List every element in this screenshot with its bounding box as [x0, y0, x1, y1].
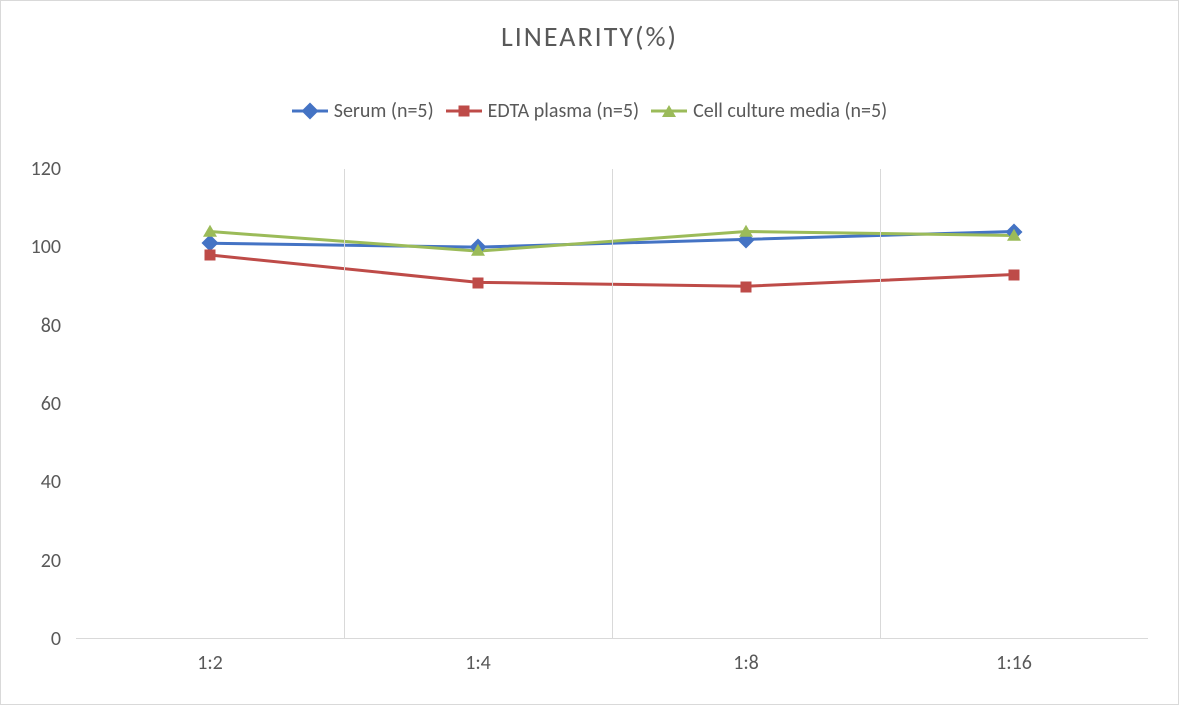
gridline-vertical [344, 169, 345, 638]
legend-item: Serum (n=5) [292, 99, 434, 123]
x-axis-tick-label: 1:16 [996, 651, 1032, 675]
legend-label: Cell culture media (n=5) [693, 99, 887, 123]
marker-triangle [1007, 228, 1021, 240]
marker-square [473, 277, 484, 288]
marker-square [458, 106, 469, 117]
marker-triangle [662, 105, 676, 117]
x-axis-tick-label: 1:8 [733, 651, 759, 675]
legend-swatch [651, 102, 687, 120]
y-axis-tick-label: 0 [1, 627, 61, 651]
marker-square [741, 281, 752, 292]
legend-swatch [292, 102, 328, 120]
gridline-vertical [612, 169, 613, 638]
chart-legend: Serum (n=5) EDTA plasma (n=5) Cell culture… [1, 99, 1178, 126]
plot-area [76, 169, 1148, 639]
y-axis-tick-label: 120 [1, 157, 61, 181]
marker-diamond [301, 103, 318, 120]
legend-swatch [446, 102, 482, 120]
y-axis-tick-label: 80 [1, 314, 61, 338]
y-axis-tick-label: 100 [1, 235, 61, 259]
marker-square [205, 250, 216, 261]
marker-triangle [203, 224, 217, 236]
y-axis-tick-label: 40 [1, 470, 61, 494]
gridline-vertical [880, 169, 881, 638]
linearity-chart: LINEARITY(%) Serum (n=5) EDTA plasma (n=5… [0, 0, 1179, 705]
legend-item: EDTA plasma (n=5) [446, 99, 639, 123]
y-axis-tick-label: 20 [1, 549, 61, 573]
marker-square [1009, 269, 1020, 280]
x-axis-tick-label: 1:2 [197, 651, 223, 675]
legend-label: Serum (n=5) [334, 99, 434, 123]
legend-item: Cell culture media (n=5) [651, 99, 887, 123]
marker-triangle [739, 224, 753, 236]
x-axis-tick-label: 1:4 [465, 651, 491, 675]
y-axis-tick-label: 60 [1, 392, 61, 416]
marker-triangle [471, 244, 485, 256]
chart-title: LINEARITY(%) [1, 19, 1178, 54]
legend-label: EDTA plasma (n=5) [488, 99, 639, 123]
